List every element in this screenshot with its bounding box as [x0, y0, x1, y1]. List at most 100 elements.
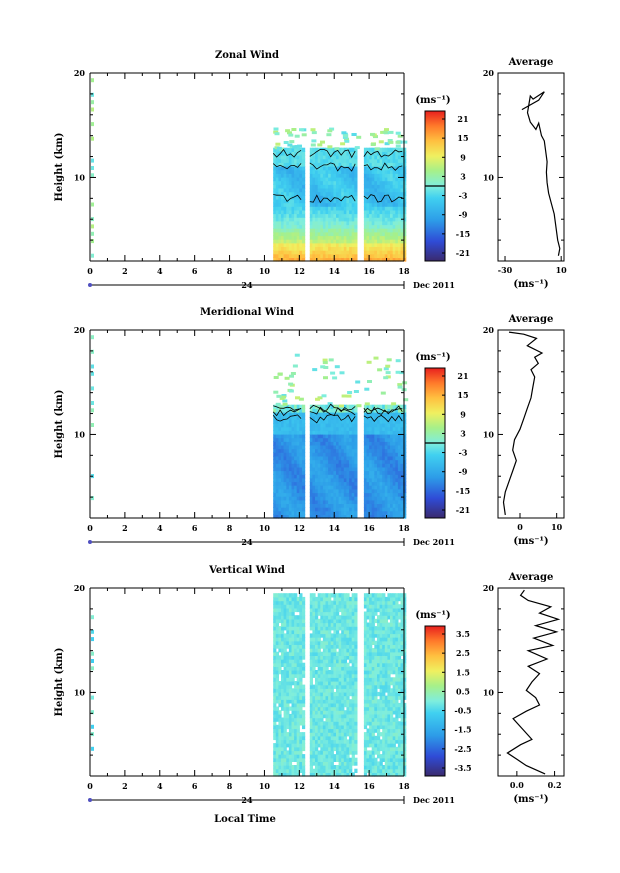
heatmap-cell	[366, 452, 370, 457]
heatmap-cell	[320, 662, 324, 667]
heatmap-cell	[322, 503, 327, 508]
heatmap-cell	[336, 732, 340, 737]
heatmap-cell	[346, 433, 350, 439]
heatmap-cell	[286, 514, 290, 519]
heatmap-cell	[351, 474, 355, 479]
heatmap-cell	[354, 768, 358, 773]
heatmap-cell	[315, 626, 319, 631]
heatmap-cell	[302, 220, 306, 226]
heatmap-cell	[281, 474, 285, 479]
heatmap-cell	[366, 162, 370, 167]
heatmap-cell	[330, 492, 334, 497]
heatmap-cell	[349, 644, 353, 649]
heatmap-cell	[341, 618, 345, 624]
heatmap-cell	[366, 213, 370, 218]
heatmap-cell	[315, 242, 319, 247]
heatmap-cell	[369, 618, 373, 624]
heatmap-cell	[275, 463, 279, 468]
heatmap-cell	[346, 626, 350, 631]
heatmap-cell	[302, 166, 306, 171]
heatmap-cell	[336, 607, 340, 613]
heatmap-cell	[351, 191, 355, 196]
heatmap-cell	[302, 684, 306, 689]
heatmap-cell	[341, 648, 345, 653]
heatmap-cell	[371, 235, 375, 240]
heatmap-cell	[369, 644, 373, 649]
heatmap-cell	[351, 257, 355, 262]
heatmap-cell	[328, 492, 332, 497]
heatmap-cell	[395, 412, 399, 417]
heatmap-cell	[369, 444, 373, 450]
heatmap-cell	[330, 147, 334, 152]
heatmap-cell	[273, 695, 277, 700]
heatmap-cell	[312, 666, 316, 671]
heatmap-cell	[317, 604, 321, 609]
heatmap-cell	[341, 257, 345, 262]
heatmap-cell	[371, 459, 375, 464]
heatmap-cell	[349, 659, 353, 664]
heatmap-cell	[322, 772, 327, 777]
heatmap-cell	[286, 246, 290, 251]
heatmap-cell	[390, 235, 394, 240]
heatmap-cell	[286, 702, 290, 708]
heatmap-cell	[363, 691, 368, 697]
heatmap-cell	[374, 510, 378, 515]
heatmap-cell	[369, 250, 373, 255]
heatmap-cell	[363, 459, 368, 464]
heatmap-cell	[291, 706, 295, 711]
heatmap-patch	[364, 387, 370, 391]
heatmap-cell	[315, 191, 319, 196]
heatmap-cell	[369, 673, 373, 678]
heatmap-cell	[312, 470, 316, 475]
heatmap-cell	[341, 162, 345, 167]
heatmap-cell	[330, 761, 334, 766]
heatmap-cell	[343, 735, 347, 741]
heatmap-cell	[302, 743, 306, 748]
heatmap-cell	[369, 721, 373, 726]
heatmap-cell	[374, 492, 378, 497]
heatmap-cell	[294, 717, 298, 722]
heatmap-cell	[302, 151, 306, 156]
heatmap-cell	[338, 492, 342, 497]
heatmap-cell	[349, 607, 353, 613]
heatmap-cell	[299, 213, 303, 218]
heatmap-cell	[312, 611, 316, 616]
heatmap-cell	[278, 626, 282, 631]
heatmap-cell	[384, 162, 388, 167]
heatmap-cell	[294, 477, 298, 483]
heatmap-cell	[275, 202, 279, 207]
heatmap-cell	[354, 637, 358, 642]
heatmap-cell	[322, 761, 327, 766]
heatmap-cell	[343, 618, 347, 624]
heatmap-cell	[299, 404, 303, 409]
heatmap-cell	[346, 176, 350, 182]
colorbar-tick-label: 9	[460, 409, 466, 419]
heatmap-cell	[341, 253, 345, 258]
heatmap-cell	[275, 710, 279, 715]
heatmap-cell	[343, 206, 347, 211]
heatmap-cell	[403, 195, 407, 200]
heatmap-cell	[387, 162, 391, 167]
heatmap-cell	[320, 187, 324, 193]
heatmap-cell	[338, 684, 342, 689]
heatmap-cell	[387, 441, 391, 446]
heatmap-cell	[395, 213, 399, 218]
heatmap-cell	[283, 246, 287, 251]
heatmap-cell	[363, 644, 368, 649]
heatmap-cell	[317, 213, 321, 218]
heatmap-cell	[288, 250, 293, 255]
heatmap-cell	[296, 670, 300, 675]
heatmap-cell	[343, 637, 347, 642]
heatmap-cell	[317, 217, 321, 222]
heatmap-cell	[395, 433, 399, 439]
heatmap-cell	[317, 459, 321, 464]
heatmap-cell	[312, 187, 316, 193]
heatmap-cell	[349, 710, 353, 715]
heatmap-cell	[403, 463, 407, 468]
heatmap-cell	[322, 507, 327, 512]
heatmap-cell	[320, 761, 324, 766]
heatmap-cell	[346, 633, 350, 638]
heatmap-cell	[369, 231, 373, 237]
heatmap-cell	[351, 743, 355, 748]
heatmap-cell	[283, 596, 287, 602]
